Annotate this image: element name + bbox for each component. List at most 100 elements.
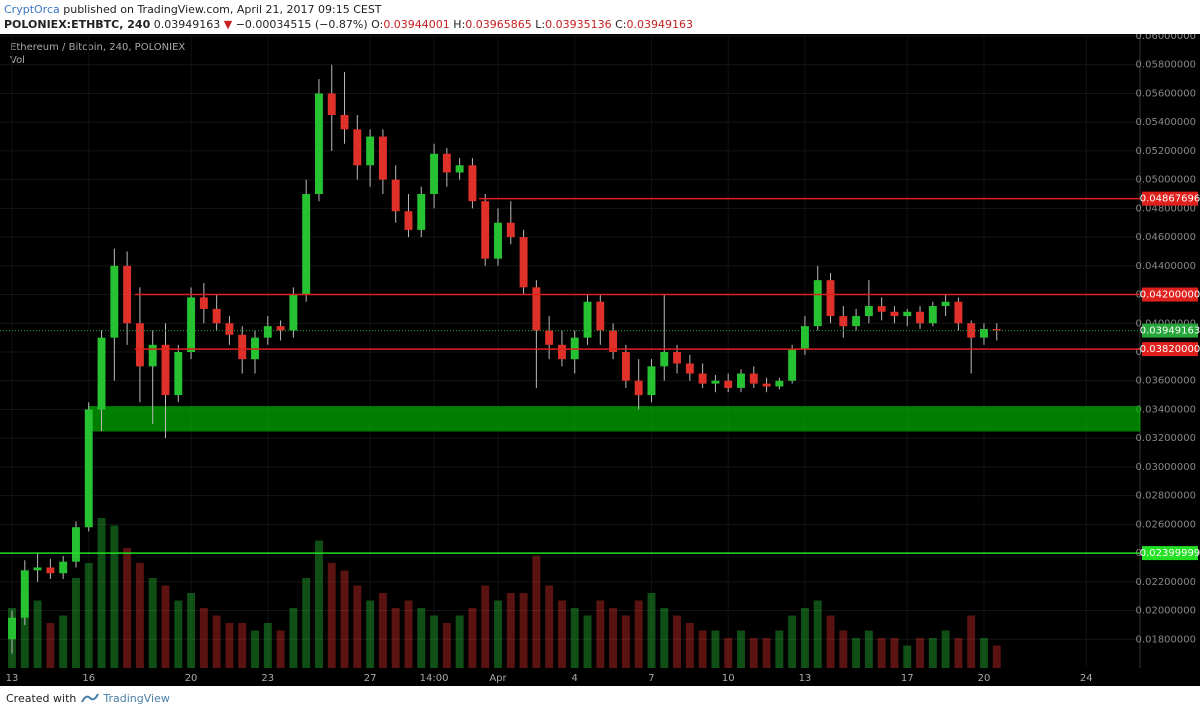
header: CryptOrca published on TradingView.com, … — [4, 2, 693, 32]
level-label: 0.03820000 — [1140, 344, 1200, 355]
volume-bar — [749, 638, 758, 668]
volume-bar — [20, 593, 29, 668]
volume-bar — [660, 608, 669, 668]
quote-line: POLONIEX:ETHBTC, 240 0.03949163 ▼ −0.000… — [4, 17, 693, 32]
low: 0.03935136 — [545, 18, 612, 31]
candle-body — [634, 380, 643, 396]
volume-bar — [72, 578, 80, 668]
volume-bar — [545, 585, 554, 668]
candle-body — [928, 306, 937, 324]
change: −0.00034515 (−0.87%) — [235, 18, 368, 31]
candle-body — [97, 337, 106, 410]
volume-bar — [928, 638, 937, 668]
x-tick-label: 24 — [1080, 673, 1093, 684]
volume-bar — [391, 608, 400, 668]
candle-body — [442, 153, 451, 173]
volume-bar — [864, 630, 873, 668]
x-tick-label: Apr — [489, 673, 507, 684]
candle-body — [468, 165, 477, 202]
volume-bar — [481, 585, 490, 668]
high: 0.03965865 — [465, 18, 532, 31]
candle-body — [340, 115, 349, 130]
candle-body — [8, 617, 16, 640]
y-tick-label: 0.03200000 — [1136, 433, 1196, 444]
candle-body — [749, 373, 758, 384]
candle-body — [545, 330, 554, 345]
author[interactable]: CryptOrca — [4, 3, 60, 16]
y-tick-label: 0.02600000 — [1136, 519, 1196, 530]
volume-bar — [33, 600, 42, 668]
volume-bar — [583, 615, 592, 668]
candle-body — [724, 380, 733, 388]
volume-bar — [417, 608, 426, 668]
created: Created with — [6, 692, 77, 705]
y-tick-label: 0.02000000 — [1136, 606, 1196, 617]
volume-bar — [161, 585, 170, 668]
chart-background — [0, 34, 1200, 686]
volume-bar — [519, 593, 528, 668]
candle-body — [59, 561, 68, 574]
candle-body — [711, 380, 720, 384]
volume-bar — [404, 600, 413, 668]
brand[interactable]: TradingView — [103, 692, 170, 705]
candle-body — [852, 316, 861, 327]
volume-bar — [685, 623, 694, 668]
last: 0.03949163 — [153, 18, 221, 31]
volume-bar — [174, 600, 183, 668]
volume-bar — [596, 600, 605, 668]
y-tick-label: 0.05600000 — [1136, 88, 1196, 99]
volume-bar — [634, 600, 643, 668]
x-tick-label: 13 — [6, 673, 19, 684]
candle-body — [839, 316, 848, 327]
volume-bar — [212, 615, 221, 668]
support-zone — [88, 406, 1141, 432]
candle-body — [877, 306, 886, 312]
volume-bar — [609, 608, 618, 668]
y-tick-label: 0.04600000 — [1136, 232, 1196, 243]
y-tick-label: 0.05000000 — [1136, 175, 1196, 186]
x-tick-label: 20 — [978, 673, 991, 684]
candle-body — [187, 297, 196, 352]
volume-bar — [84, 563, 93, 668]
x-tick-label: 17 — [901, 673, 914, 684]
y-tick-label: 0.04800000 — [1136, 203, 1196, 214]
candle-body — [391, 179, 400, 212]
candle-body — [225, 323, 234, 335]
candle-body — [532, 287, 541, 331]
volume-bar — [570, 608, 579, 668]
candle-body — [621, 352, 630, 381]
x-tick-label: 7 — [648, 673, 654, 684]
candle-body — [84, 409, 93, 528]
level-tag — [1142, 342, 1198, 357]
candle-body — [660, 352, 669, 367]
logo — [80, 693, 99, 703]
volume-bar — [251, 630, 259, 668]
candle-body — [647, 366, 656, 396]
volume-bar — [46, 623, 55, 668]
volume-bar — [813, 600, 822, 668]
candle-body — [353, 129, 362, 166]
last-price-label: 0.03949163 — [1140, 326, 1200, 337]
volume-bar — [647, 593, 656, 668]
candle-body — [609, 330, 618, 352]
candle-body — [430, 153, 439, 194]
volume-bar — [238, 623, 247, 668]
candle-body — [72, 527, 80, 562]
volume-bar — [110, 525, 119, 668]
candle-body — [903, 311, 912, 317]
y-tick-label: 0.04400000 — [1136, 261, 1196, 272]
candle-body — [813, 280, 822, 327]
candle-body — [212, 308, 221, 324]
candle-body — [238, 334, 247, 360]
volume-bar — [711, 630, 720, 668]
candle-body — [788, 349, 797, 381]
y-tick-label: 0.06000000 — [1136, 34, 1196, 42]
x-tick-label: 10 — [722, 673, 735, 684]
candle-body — [199, 297, 208, 309]
volume-bar — [302, 578, 311, 668]
volume-bar — [877, 638, 886, 668]
close: 0.03949163 — [626, 18, 693, 31]
candle-body — [506, 222, 515, 238]
y-tick-label: 0.02200000 — [1136, 577, 1196, 588]
